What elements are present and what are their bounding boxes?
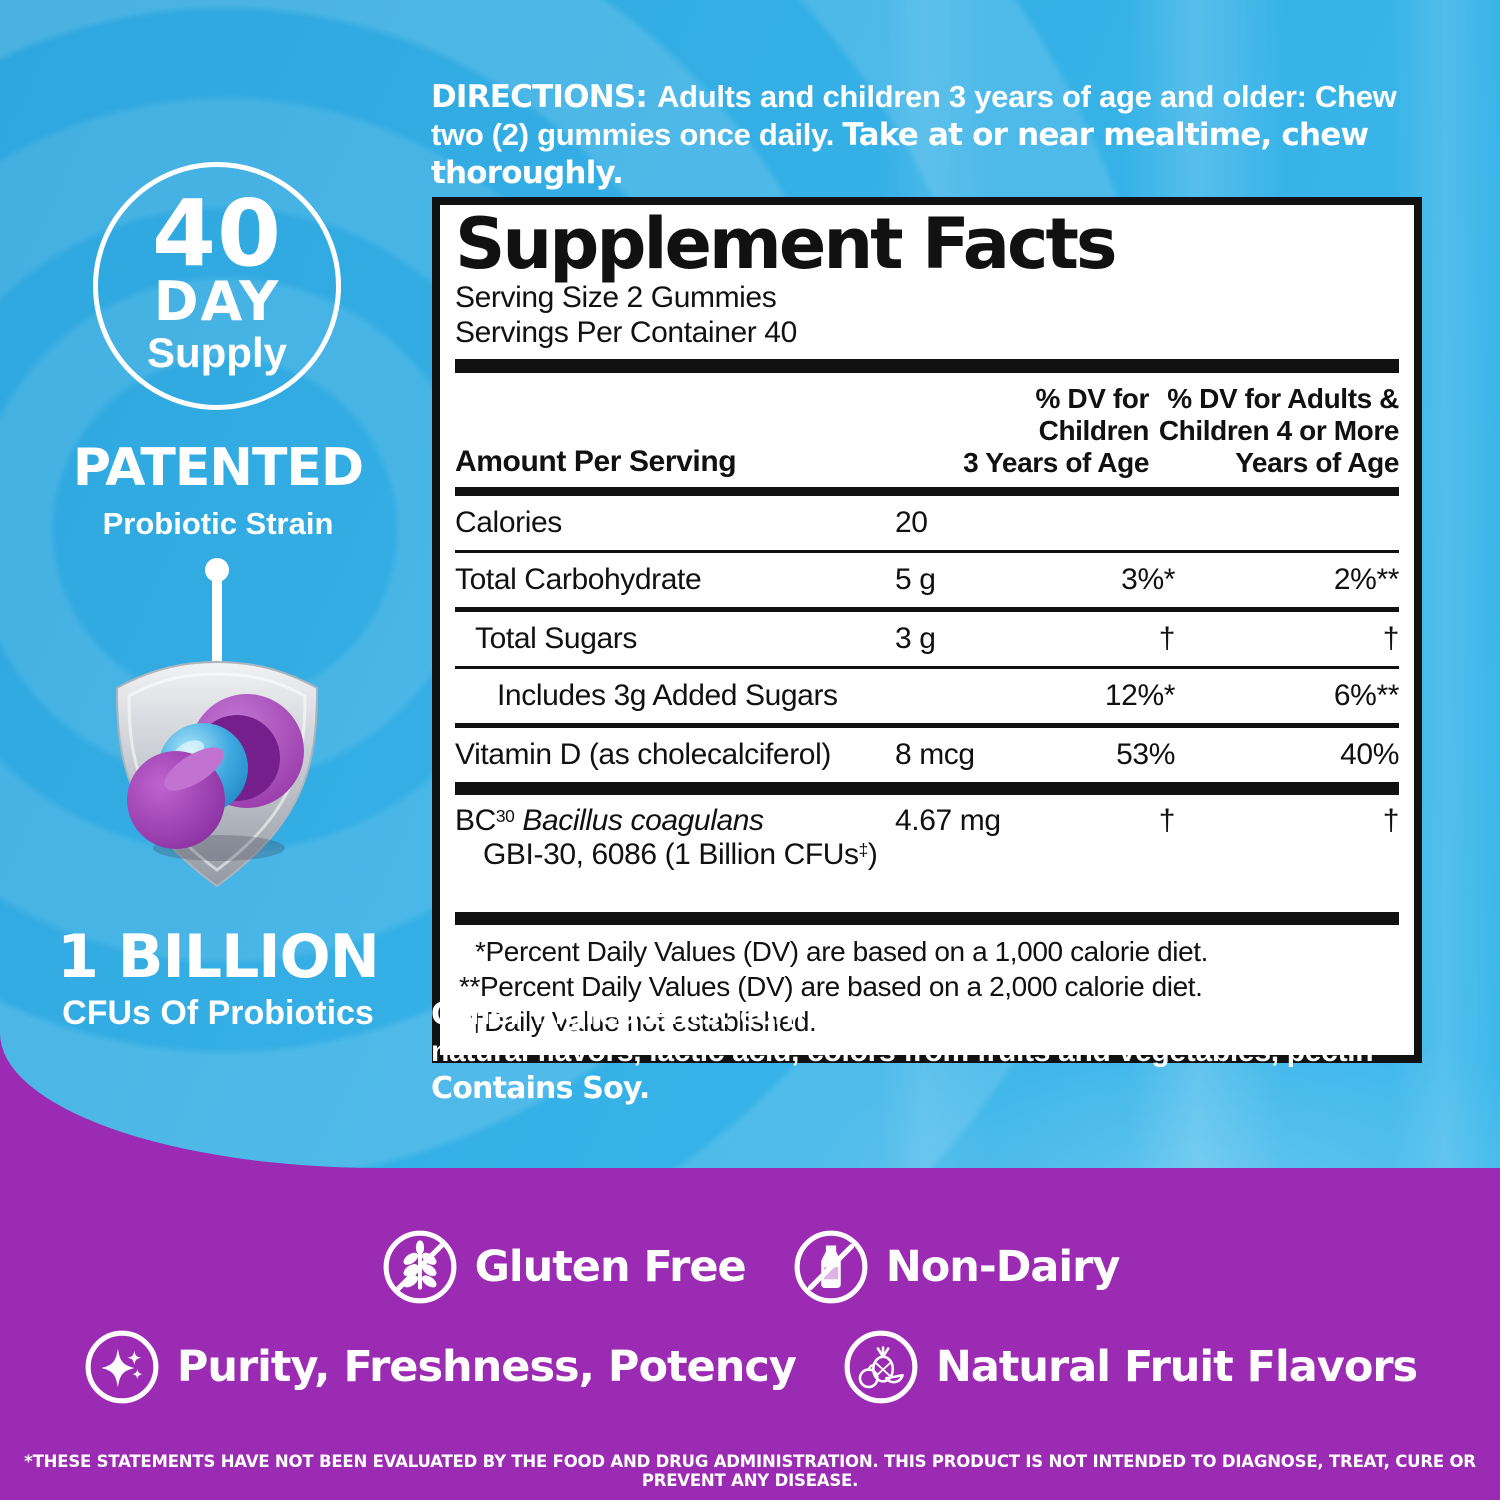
divider-double [455,723,1399,729]
badge-natural-flavors: Natural Fruit Flavors [842,1328,1418,1406]
row-name: Vitamin D (as cholecalciferol) [455,738,831,772]
serving-size: Serving Size 2 Gummies [455,281,777,315]
row-dv-adults: 40% [1340,738,1399,772]
badge-purity: Purity, Freshness, Potency [83,1328,797,1406]
other-ingredients: Other Ingredients: corn syrup, sugar, wa… [431,996,1451,1107]
supply-days-number: 40 [151,180,283,288]
row-dv-adults: 2%** [1333,563,1400,597]
directions-label: DIRECTIONS: [431,79,657,115]
table-row-vitamin-d: Vitamin D (as cholecalciferol) 8 mcg 53%… [455,728,1399,782]
directions-bold-1: Take at or near mealtime, chew thoroughl… [431,117,1369,191]
footnote-1000-calorie: *Percent Daily Values (DV) are based on … [475,936,1209,968]
row-dv-adults: † [1382,622,1400,656]
column-amount-per-serving: Amount Per Serving [455,445,737,479]
strain-id-close: ) [867,838,878,872]
supplement-facts-panel: Supplement Facts Serving Size 2 Gummies … [432,197,1422,1064]
row-name: Total Carbohydrate [455,563,702,597]
badge-row-1: Gluten Free Non-Dairy [0,1228,1500,1306]
patented-subtitle: Probiotic Strain [102,506,334,541]
column-dv-adults: % DV for Adults & Children 4 or More Yea… [1158,383,1400,479]
strain-superscript: 30 [495,806,515,827]
table-row-calories: Calories 20 [455,496,1399,550]
row-dv-children: 53% [1116,738,1175,772]
fda-disclaimer: *THESE STATEMENTS HAVE NOT BEEN EVALUATE… [24,1452,1476,1490]
row-name: Calories [455,506,562,540]
divider-thin [455,550,1399,554]
fruits-icon [844,1330,918,1404]
servings-per-container: Servings Per Container 40 [455,316,797,350]
strain-id: GBI-30, 6086 (1 Billion CFUs [483,838,859,872]
supply-badge: 40 DAY Supply [93,162,341,410]
strain-id-superscript: ‡ [858,840,869,861]
row-name: Includes 3g Added Sugars [497,679,838,713]
footnote-2000-calorie: **Percent Daily Values (DV) are based on… [459,971,1203,1003]
row-amount: 4.67 mg [895,804,1001,838]
other-ingredients-list: corn syrup, sugar, water, gelatin, citri… [431,998,1374,1068]
divider-double [455,607,1399,613]
directions-body: Adults and children 3 years of age and o… [431,79,1397,152]
table-row-total-sugars: Total Sugars 3 g † † [455,612,1399,666]
strain-prefix: BC [455,804,496,838]
strain-id-line: GBI-30, 6086 (1 Billion CFUs‡) [455,838,895,872]
pin-dot [205,558,229,582]
footnote-dv-not-established: †Daily Value not established. [469,1006,817,1038]
other-ingredients-label: Other Ingredients: [431,997,740,1032]
badge-label: Purity, Freshness, Potency [176,1342,797,1392]
sparkles-icon [85,1330,159,1404]
billion-subtitle: CFUs Of Probiotics [62,994,374,1032]
pin-stem [212,576,222,670]
badge-label: Non-Dairy [885,1242,1121,1292]
divider-thick [455,912,1399,926]
patented-title: PATENTED [72,438,364,498]
divider-thin [455,666,1399,670]
table-row-added-sugars: Includes 3g Added Sugars 12%* 6%** [455,669,1399,723]
row-name: BC30 Bacillus coagulans GBI-30, 6086 (1 … [455,804,895,872]
table-row-total-carbohydrate: Total Carbohydrate 5 g 3%* 2%** [455,553,1399,607]
shell-cut-face [164,747,224,791]
supply-days-unit: DAY [153,269,281,333]
badge-non-dairy: Non-Dairy [792,1228,1120,1306]
supply-label: Supply [146,329,287,377]
strain-species: Bacillus coagulans [514,804,764,838]
row-amount: 3 g [895,622,936,656]
row-amount: 20 [895,506,928,540]
row-name: Total Sugars [475,622,637,656]
billion-title: 1 BILLION [57,922,380,992]
contains-soy-note: Contains Soy. [431,1071,650,1106]
table-row-probiotic: BC30 Bacillus coagulans GBI-30, 6086 (1 … [455,795,1399,912]
non-dairy-icon [794,1230,868,1304]
column-dv-children: % DV for Children 3 Years of Age [963,383,1149,479]
row-dv-adults: † [1382,804,1400,838]
shield-probiotic-icon [115,558,319,888]
row-dv-children: 3%* [1121,563,1175,597]
badge-label: Gluten Free [474,1242,747,1292]
table-header: Amount Per Serving % DV for Children 3 Y… [455,373,1399,487]
divider-medium [455,487,1399,497]
row-amount: 5 g [895,563,936,597]
badge-row-2: Purity, Freshness, Potency Natural Fruit… [0,1328,1500,1406]
badge-label: Natural Fruit Flavors [935,1342,1418,1392]
row-dv-children: 12%* [1104,679,1176,713]
row-amount: 8 mcg [895,738,975,772]
row-dv-adults: 6%** [1333,679,1400,713]
divider-thick [455,359,1399,374]
divider-thick [455,782,1399,796]
footnotes: *Percent Daily Values (DV) are based on … [455,925,1399,1055]
badge-gluten-free: Gluten Free [381,1228,747,1306]
row-dv-children: † [1158,622,1176,656]
gluten-free-icon [383,1230,457,1304]
row-dv-children: † [1158,804,1176,838]
supplement-facts-title: Supplement Facts [455,203,1118,285]
